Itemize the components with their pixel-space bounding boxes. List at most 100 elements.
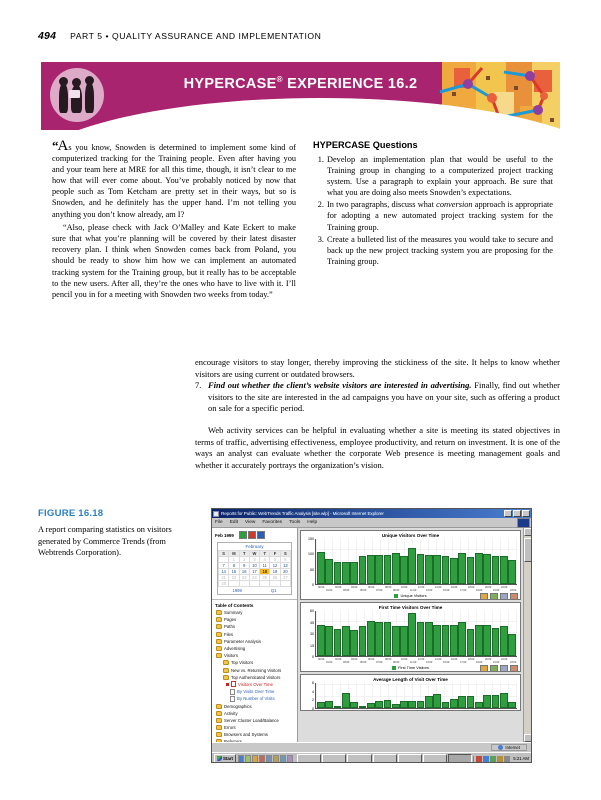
toc-tree-item[interactable]: Top Visitors — [214, 659, 297, 666]
chart-bar — [433, 554, 442, 584]
quicklaunch-extra-icon[interactable] — [280, 754, 287, 762]
chart-type-bar-icon[interactable] — [480, 593, 488, 600]
toc-tree-item[interactable]: Browsers and Systems — [214, 731, 297, 738]
hypercase-questions-column: HYPERCASE Questions 1. Develop an implem… — [313, 140, 553, 268]
taskbar-button[interactable] — [322, 754, 347, 762]
taskbar-button-active[interactable] — [448, 754, 473, 762]
calendar-quarter[interactable]: Q1 — [270, 588, 277, 593]
chart-action-icons[interactable] — [480, 593, 518, 600]
quicklaunch-mail-icon[interactable] — [245, 754, 252, 762]
chart-table-icon[interactable] — [500, 665, 508, 672]
toc-tree-item[interactable]: Parameter Analysis — [214, 638, 297, 645]
taskbar-buttons[interactable] — [297, 754, 473, 762]
toc-tree-item[interactable]: Paths — [214, 623, 297, 630]
calendar-grid[interactable]: S M T W T F S 1 2 3 4 5 6 7 8 9 10 11 12 13 14 15 16 17 1… — [217, 550, 292, 587]
scroll-down-arrow-icon[interactable] — [524, 734, 531, 742]
quicklaunch-app-icon[interactable] — [259, 754, 266, 762]
toc-tree-item[interactable]: Server Cluster Load/Balance — [214, 717, 297, 724]
toc-tree-item[interactable]: Summary — [214, 609, 297, 616]
toc-tree-item[interactable]: New vs. Returning Visitors — [214, 667, 297, 674]
taskbar-button[interactable] — [297, 754, 322, 762]
calendar-footer[interactable]: 1999 Q1 — [218, 587, 291, 594]
chart-print-icon[interactable] — [510, 593, 518, 600]
scrollbar-thumb[interactable] — [524, 538, 531, 562]
taskbar-button[interactable] — [422, 754, 448, 762]
quicklaunch-desktop-icon[interactable] — [266, 754, 273, 762]
menu-item-view[interactable]: View — [245, 519, 256, 525]
folder-icon — [223, 674, 229, 680]
system-tray[interactable]: 5:21 AM — [473, 755, 529, 762]
chart-type-bar-icon[interactable] — [480, 665, 488, 672]
toc-tree-item[interactable]: By Visits Over Time — [214, 688, 297, 695]
chart-bar — [333, 629, 342, 656]
toc-tree-item[interactable]: Demographics — [214, 702, 297, 709]
chart-action-icons[interactable] — [480, 665, 518, 672]
toc-tree-item[interactable]: Errors — [214, 724, 297, 731]
quicklaunch-media-icon[interactable] — [273, 754, 280, 762]
minimize-button[interactable] — [504, 510, 512, 517]
maximize-button[interactable] — [513, 510, 521, 517]
tray-icon[interactable] — [490, 755, 497, 762]
hypercase-title-rest: EXPERIENCE 16.2 — [282, 75, 418, 92]
menu-item-edit[interactable]: Edit — [229, 519, 239, 525]
start-button[interactable]: Start — [214, 754, 237, 762]
export-word-icon[interactable] — [256, 531, 265, 539]
calendar-body[interactable]: 1 2 3 4 5 6 7 8 9 10 11 12 13 14 15 16 17 18 19 20 21 22 23 24 2… — [217, 556, 292, 587]
calendar-year[interactable]: 1999 — [232, 588, 242, 593]
menu-item-file[interactable]: File — [215, 519, 223, 525]
chart-bar — [474, 702, 483, 708]
chart-print-icon[interactable] — [510, 665, 518, 672]
toc-item-label: Parameter Analysis — [224, 638, 262, 644]
vertical-scrollbar[interactable] — [523, 528, 531, 742]
toc-tree-item[interactable]: Top Authenticated Visitors — [214, 674, 297, 681]
taskbar-button[interactable] — [397, 754, 422, 762]
hypercase-quote-column: “As you know, Snowden is determined to i… — [52, 139, 296, 300]
toc-tree-item[interactable]: Files — [214, 631, 297, 638]
chart-type-line-icon[interactable] — [490, 593, 498, 600]
menu-bar[interactable]: File Edit View Favorites Tools Help — [212, 518, 531, 528]
chart-bar — [350, 701, 358, 708]
taskbar-button[interactable] — [372, 754, 397, 762]
export-excel-icon[interactable] — [238, 531, 247, 539]
y-axis-tick: 2 — [312, 698, 314, 703]
calendar-widget[interactable]: February S M T W T F S 1 2 3 4 5 6 7 8 9 10 1 — [217, 542, 292, 595]
close-button[interactable] — [522, 510, 530, 517]
toc-tree-item[interactable]: Activity — [214, 710, 297, 717]
quicklaunch-folder-icon[interactable] — [252, 754, 259, 762]
folder-icon — [216, 710, 222, 716]
chart-table-icon[interactable] — [500, 593, 508, 600]
date-toolbar[interactable] — [238, 531, 265, 539]
tray-icon[interactable] — [476, 755, 483, 762]
calendar-day — [279, 580, 292, 587]
chart-title: Unique Visitors Over Time — [381, 533, 440, 538]
tray-icon[interactable] — [497, 755, 504, 762]
toc-tree-item[interactable]: Referrers — [214, 738, 297, 742]
tray-volume-icon[interactable] — [504, 755, 511, 762]
window-title-bar[interactable]: Reports for Public: WebTrends Traffic An… — [212, 509, 531, 518]
chart-type-line-icon[interactable] — [490, 665, 498, 672]
taskbar-button[interactable] — [347, 754, 372, 762]
quicklaunch-ie-icon[interactable] — [238, 754, 245, 762]
x-axis-labels: 00:00 01:00 02:00 03:00 04:00 05:00 06:00 07:00… — [304, 657, 517, 664]
chart-bar — [408, 548, 417, 584]
calendar-day[interactable]: 28 — [217, 580, 230, 587]
x-axis-labels: 00:00 01:00 02:00 03:00 04:00 05:00 06:00 07:00… — [304, 585, 517, 592]
window-controls[interactable] — [504, 510, 530, 517]
toc-tree-item[interactable]: Advertising — [214, 645, 297, 652]
toc-tree-item[interactable]: By Number of Visits — [214, 695, 297, 702]
date-selector-bar[interactable]: Feb 1999 — [212, 528, 297, 541]
export-pdf-icon[interactable] — [247, 531, 256, 539]
toc-tree[interactable]: Summary Pages Paths Files Parameter Analysis… — [212, 609, 297, 742]
toc-tree-item[interactable]: Pages — [214, 616, 297, 623]
quick-launch-bar[interactable] — [238, 754, 294, 762]
quicklaunch-extra2-icon[interactable] — [287, 754, 294, 762]
windows-taskbar[interactable]: Start 5:21 AM — [212, 752, 531, 762]
menu-item-help[interactable]: Help — [307, 519, 318, 525]
toc-tree-item[interactable]: Visitors Over Time — [214, 681, 297, 688]
tray-icon[interactable] — [483, 755, 490, 762]
menu-item-tools[interactable]: Tools — [289, 519, 301, 525]
menu-item-favorites[interactable]: Favorites — [262, 519, 283, 525]
chart-bar — [383, 700, 392, 708]
toc-tree-item[interactable]: Visitors — [214, 652, 297, 659]
scroll-up-arrow-icon[interactable] — [524, 528, 531, 536]
